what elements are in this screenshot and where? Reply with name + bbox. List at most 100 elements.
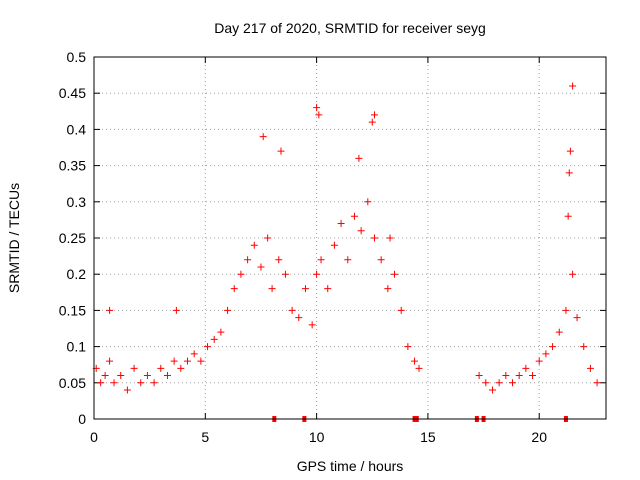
data-point: [593, 379, 601, 387]
data-point: [502, 372, 510, 380]
data-point: [101, 372, 109, 380]
data-point: [210, 335, 218, 343]
data-point: [295, 314, 303, 322]
data-point: [268, 285, 276, 293]
data-point: [150, 379, 158, 387]
data-point: [301, 285, 309, 293]
data-point: [522, 364, 530, 372]
data-point: [384, 285, 392, 293]
data-point: [204, 343, 212, 351]
y-tick-label: 0.05: [59, 375, 86, 391]
data-point: [137, 379, 145, 387]
data-point: [397, 306, 405, 314]
y-tick-label: 0.5: [67, 49, 87, 65]
peak-point: [566, 147, 574, 155]
y-tick-label: 0.25: [59, 230, 86, 246]
data-point: [177, 364, 185, 372]
y-tick-label: 0.2: [67, 266, 87, 282]
data-point: [197, 357, 205, 365]
data-point: [308, 321, 316, 329]
data-point: [110, 379, 118, 387]
plot-frame: [93, 56, 607, 420]
data-point: [217, 328, 225, 336]
data-point: [275, 256, 283, 264]
peak-point: [386, 234, 394, 242]
y-tick-label: 0.4: [67, 121, 87, 137]
data-point: [337, 220, 345, 228]
peak-point: [370, 111, 378, 119]
data-point: [370, 234, 378, 242]
x-tick-label: 15: [420, 429, 436, 445]
data-point: [482, 379, 490, 387]
peak-point: [315, 111, 323, 119]
data-point: [106, 357, 114, 365]
y-tick-label: 0.3: [67, 194, 87, 210]
data-point: [555, 328, 563, 336]
data-point: [281, 270, 289, 278]
data-point: [250, 241, 258, 249]
data-point: [415, 364, 423, 372]
data-point: [170, 357, 178, 365]
data-point: [264, 234, 272, 242]
data-point: [549, 343, 557, 351]
peak-point: [172, 306, 180, 314]
data-point: [364, 198, 372, 206]
data-point: [330, 241, 338, 249]
data-point: [350, 212, 358, 220]
data-point: [317, 256, 325, 264]
peak-point: [259, 133, 267, 141]
data-point: [344, 256, 352, 264]
data-point: [586, 364, 594, 372]
data-point: [237, 270, 245, 278]
peak-point: [313, 104, 321, 112]
data-point: [573, 314, 581, 322]
data-point: [190, 350, 198, 358]
x-tick-label: 5: [201, 429, 209, 445]
data-point: [542, 350, 550, 358]
data-point: [224, 306, 232, 314]
x-tick-label: 0: [90, 429, 98, 445]
data-point: [404, 343, 412, 351]
data-point: [117, 372, 125, 380]
data-point: [391, 270, 399, 278]
data-point: [488, 386, 496, 394]
peak-point: [569, 82, 577, 90]
tick-labels: 0 0.05 0.1 0.15 0.2 0.25 0.3 0.35 0.4 0.45 0.5 0 5 10…: [59, 49, 547, 445]
data-point: [123, 386, 131, 394]
data-point: [495, 379, 503, 387]
chart-title: Day 217 of 2020, SRMTID for receiver sey…: [214, 20, 486, 36]
data-point: [183, 357, 191, 365]
data-point: [97, 379, 105, 387]
peak-point: [368, 118, 376, 126]
y-tick-label: 0.35: [59, 158, 86, 174]
peak-point: [565, 169, 573, 177]
x-tick-label: 10: [309, 429, 325, 445]
data-point: [157, 364, 165, 372]
data-point: [357, 227, 365, 235]
y-tick-label: 0: [78, 411, 86, 427]
data-point: [163, 372, 171, 380]
data-point: [569, 270, 577, 278]
y-tick-label: 0.45: [59, 85, 86, 101]
data-point: [288, 306, 296, 314]
data-point: [411, 357, 419, 365]
peak-point: [355, 154, 363, 162]
peak-point: [277, 147, 285, 155]
data-point: [562, 306, 570, 314]
data-point: [324, 285, 332, 293]
data-point: [143, 372, 151, 380]
data-point: [580, 343, 588, 351]
data-point: [244, 256, 252, 264]
grid: [94, 57, 606, 419]
data-point: [509, 379, 517, 387]
data-point: [230, 285, 238, 293]
data-point: [475, 372, 483, 380]
data-point: [313, 270, 321, 278]
data-point: [529, 372, 537, 380]
y-tick-label: 0.1: [67, 339, 87, 355]
x-axis-title: GPS time / hours: [297, 458, 404, 474]
data-point: [535, 357, 543, 365]
y-tick-label: 0.15: [59, 302, 86, 318]
data-point: [130, 364, 138, 372]
